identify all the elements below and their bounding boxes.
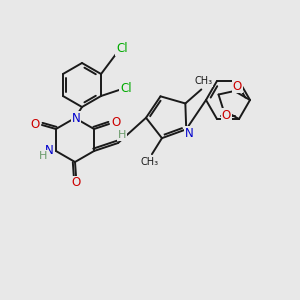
Text: CH₃: CH₃ [194, 76, 212, 86]
Text: CH₃: CH₃ [141, 157, 159, 167]
Text: H: H [118, 130, 126, 140]
Text: O: O [222, 109, 231, 122]
Text: Cl: Cl [116, 43, 128, 56]
Text: O: O [111, 116, 121, 130]
Text: Cl: Cl [120, 82, 132, 95]
Text: O: O [71, 176, 81, 190]
Text: N: N [185, 127, 194, 140]
Text: H: H [39, 151, 47, 161]
Text: O: O [30, 118, 40, 131]
Text: O: O [233, 80, 242, 92]
Text: N: N [45, 143, 53, 157]
Text: N: N [72, 112, 80, 124]
